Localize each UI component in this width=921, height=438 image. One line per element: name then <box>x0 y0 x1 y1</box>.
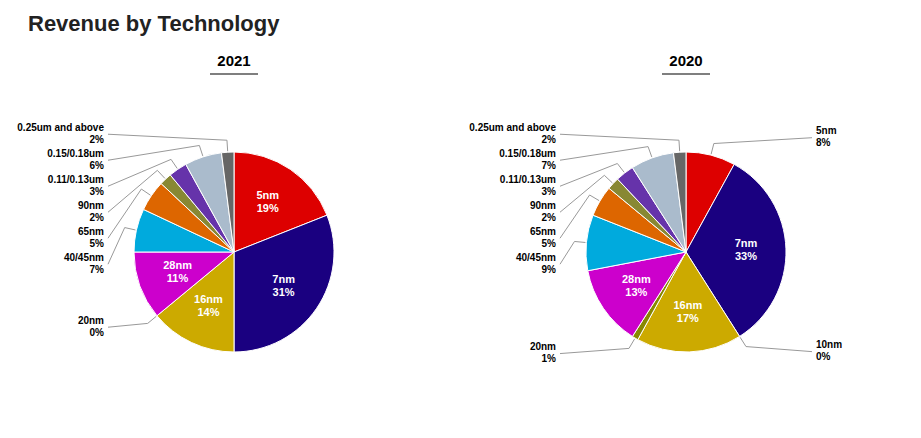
svg-text:40/45nm: 40/45nm <box>516 252 556 263</box>
svg-text:5nm: 5nm <box>816 125 837 136</box>
svg-text:0.15/0.18um: 0.15/0.18um <box>499 148 556 159</box>
svg-text:10nm: 10nm <box>816 339 842 350</box>
svg-text:3%: 3% <box>90 186 105 197</box>
svg-text:90nm: 90nm <box>530 200 556 211</box>
svg-text:5%: 5% <box>542 238 557 249</box>
svg-text:7nm: 7nm <box>735 237 758 249</box>
svg-text:40/45nm: 40/45nm <box>64 252 104 263</box>
svg-text:0%: 0% <box>816 351 831 362</box>
svg-text:2021: 2021 <box>217 52 250 69</box>
svg-text:6%: 6% <box>90 160 105 171</box>
svg-text:7nm: 7nm <box>272 273 295 285</box>
svg-text:7%: 7% <box>542 160 557 171</box>
svg-text:2%: 2% <box>90 134 105 145</box>
svg-text:20nm: 20nm <box>78 315 104 326</box>
svg-text:0.11/0.13um: 0.11/0.13um <box>48 174 104 185</box>
svg-text:2020: 2020 <box>669 52 702 69</box>
svg-text:3%: 3% <box>542 186 557 197</box>
svg-text:17%: 17% <box>677 312 699 324</box>
svg-text:28nm: 28nm <box>622 273 651 285</box>
svg-text:28nm: 28nm <box>163 259 192 271</box>
svg-text:0.25um and above: 0.25um and above <box>17 122 104 133</box>
svg-text:14%: 14% <box>197 306 219 318</box>
svg-text:5nm: 5nm <box>256 189 279 201</box>
svg-text:65nm: 65nm <box>78 226 104 237</box>
svg-text:16nm: 16nm <box>674 299 703 311</box>
svg-text:65nm: 65nm <box>530 226 556 237</box>
svg-text:19%: 19% <box>257 202 279 214</box>
svg-text:0.15/0.18um: 0.15/0.18um <box>47 148 104 159</box>
svg-text:31%: 31% <box>273 286 295 298</box>
svg-text:0%: 0% <box>90 327 105 338</box>
svg-text:7%: 7% <box>90 264 105 275</box>
svg-text:33%: 33% <box>735 250 757 262</box>
svg-text:2%: 2% <box>90 212 105 223</box>
svg-text:16nm: 16nm <box>194 293 223 305</box>
svg-text:90nm: 90nm <box>78 200 104 211</box>
svg-text:8%: 8% <box>816 137 831 148</box>
svg-text:13%: 13% <box>625 286 647 298</box>
svg-text:0.25um and above: 0.25um and above <box>469 122 556 133</box>
svg-text:9%: 9% <box>542 264 557 275</box>
html-text:Revenue by Technology: Revenue by Technology <box>28 11 280 36</box>
svg-text:11%: 11% <box>167 272 189 284</box>
svg-text:0.11/0.13um: 0.11/0.13um <box>500 174 556 185</box>
svg-text:20nm: 20nm <box>530 341 556 352</box>
svg-text:5%: 5% <box>90 238 105 249</box>
svg-text:2%: 2% <box>542 134 557 145</box>
svg-text:2%: 2% <box>542 212 557 223</box>
svg-text:1%: 1% <box>542 353 557 364</box>
